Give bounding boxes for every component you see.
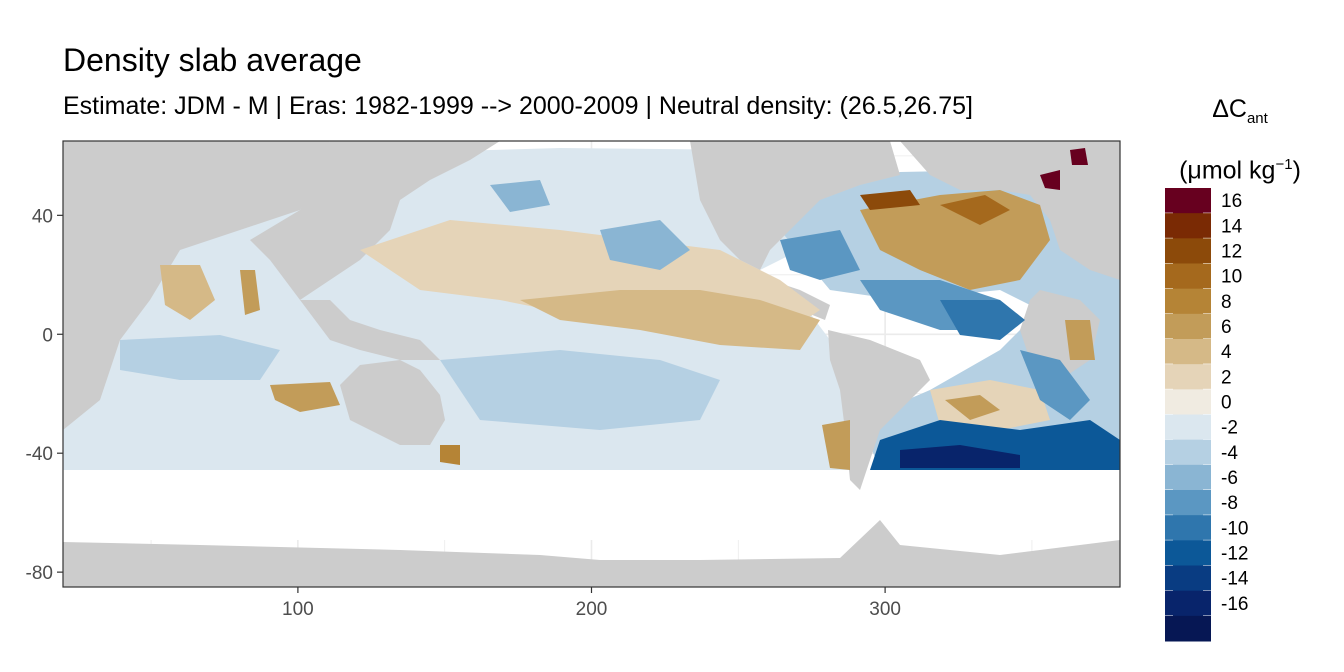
legend-label: 2 — [1221, 367, 1232, 388]
x-tick-label: 100 — [282, 599, 314, 620]
legend-title: ΔCant (μmol kg−1) — [1160, 86, 1320, 193]
patch-gulf-guinea — [1065, 320, 1095, 360]
legend-label: -14 — [1221, 569, 1249, 590]
legend-units: (μmol kg−1) — [1160, 142, 1320, 193]
legend-label: -10 — [1221, 518, 1248, 539]
legend-label: 4 — [1221, 342, 1232, 363]
legend-label: 16 — [1221, 191, 1242, 212]
legend-swatch — [1165, 213, 1211, 239]
legend-swatch — [1165, 339, 1211, 365]
legend-swatch — [1165, 490, 1211, 516]
legend-label: -12 — [1221, 544, 1248, 565]
patch-arabian-sea — [160, 265, 215, 320]
legend-swatch — [1165, 364, 1211, 390]
legend-label: -8 — [1221, 493, 1238, 514]
legend-swatch — [1165, 389, 1211, 415]
legend-label: 12 — [1221, 242, 1242, 263]
y-tick-label: -80 — [26, 563, 53, 584]
patch-deep-blue-atlantic — [940, 300, 1025, 340]
land-antarctica — [63, 520, 1120, 587]
legend-swatch — [1165, 515, 1211, 541]
legend-swatch — [1165, 238, 1211, 264]
legend-label: -16 — [1221, 594, 1248, 615]
legend-label: 10 — [1221, 267, 1242, 288]
patch-north-atlantic — [860, 190, 1050, 290]
legend-swatch — [1165, 590, 1211, 617]
y-tick-label: 0 — [42, 325, 53, 346]
patch-benguela — [1020, 350, 1090, 420]
patch-south-pacific-negative — [440, 350, 720, 430]
delta-cant-field — [63, 141, 1120, 587]
patch-tasman — [440, 445, 460, 465]
legend-swatch — [1165, 263, 1211, 290]
legend-label: -2 — [1221, 418, 1238, 439]
y-tick-label: -40 — [26, 444, 53, 465]
patch-equatorial-pacific — [520, 290, 820, 350]
legend-label: 6 — [1221, 317, 1232, 338]
land-asia — [250, 141, 500, 300]
legend-swatch — [1165, 414, 1211, 441]
legend-swatch — [1165, 439, 1211, 466]
legend-swatch — [1165, 464, 1211, 491]
legend-swatch — [1165, 615, 1211, 642]
land-europe-greenland — [900, 141, 1120, 280]
legend-title-subscript: ant — [1246, 110, 1268, 127]
patch-labrador-coast — [1070, 148, 1088, 165]
legend-label: 0 — [1221, 393, 1232, 414]
x-tick-label: 300 — [869, 599, 901, 620]
legend-label: -4 — [1221, 443, 1238, 464]
land-maritime-continent — [300, 300, 440, 360]
legend-colorbar: 16 14 12 10 8 6 4 2 0 -2 -4 -6 -8 -10 -12 -14 -16 — [1165, 188, 1249, 642]
patch-south-indian — [120, 335, 280, 380]
legend-units-superscript: −1 — [1275, 156, 1293, 173]
patch-bay-of-bengal — [240, 270, 260, 315]
land-south-america — [828, 330, 930, 490]
legend-swatch — [1165, 540, 1211, 566]
legend-swatch — [1165, 565, 1211, 592]
x-axis: 100 200 300 — [282, 587, 901, 620]
patch-kuroshio-negative — [490, 180, 550, 212]
legend-label: -6 — [1221, 468, 1238, 489]
legend-units-suffix: ) — [1292, 156, 1301, 185]
no-data-band — [63, 470, 1120, 540]
legend-title-main: ΔC — [1212, 95, 1247, 123]
patch-irminger — [860, 190, 920, 210]
patch-south-atlantic-core — [945, 395, 1000, 420]
chart-title: Density slab average — [63, 42, 362, 78]
legend-swatch — [1165, 188, 1211, 214]
land-north-america — [690, 141, 900, 270]
patch-north-atlantic-strong — [940, 195, 1010, 225]
patch-chile — [822, 420, 850, 470]
legend-swatch — [1165, 288, 1211, 315]
legend-label: 8 — [1221, 292, 1232, 313]
x-tick-label: 200 — [576, 599, 608, 620]
legend-label: 14 — [1221, 216, 1243, 237]
y-axis: 40 0 -40 -80 — [26, 206, 63, 584]
patch-southern-atlantic-core — [900, 445, 1020, 468]
y-tick-label: 40 — [32, 206, 53, 227]
patch-north-pacific-negative — [600, 220, 690, 270]
patch-gulf-stream — [780, 230, 860, 280]
land-australia — [340, 360, 445, 445]
land-africa-west — [63, 141, 330, 430]
patch-east-indian — [270, 382, 340, 412]
legend-swatch — [1165, 313, 1211, 340]
legend-units-prefix: (μmol kg — [1179, 156, 1276, 185]
patch-greenland-coast — [1040, 170, 1060, 190]
chart-subtitle: Estimate: JDM - M | Eras: 1982-1999 --> … — [63, 92, 973, 120]
